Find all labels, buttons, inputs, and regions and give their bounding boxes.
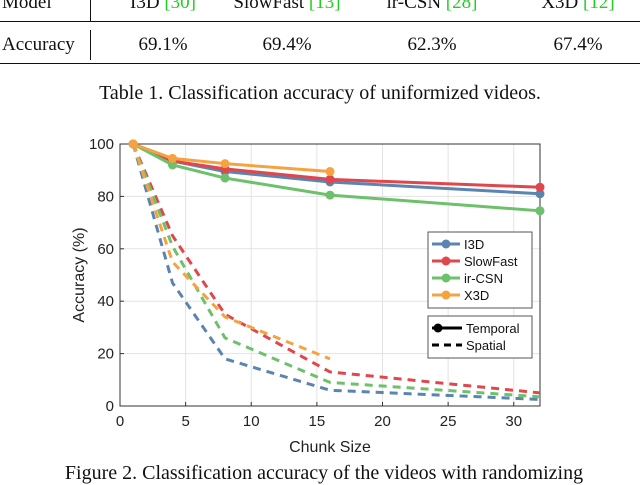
y-tick-label: 0 bbox=[106, 398, 114, 415]
header-model: X3D [12] bbox=[520, 0, 636, 18]
legend-entry: ir-CSN bbox=[464, 271, 503, 286]
data-point-slowfast bbox=[325, 174, 335, 184]
citation-link[interactable]: [12] bbox=[583, 0, 615, 13]
data-point-ir-csn bbox=[220, 173, 230, 183]
x-tick-label: 15 bbox=[309, 413, 326, 430]
header-model: I3D [30] bbox=[108, 0, 218, 18]
data-point-ir-csn bbox=[325, 190, 335, 200]
chart-svg: 0 5 10 15 20 25 30 0 20 40 60 80 100 Chunk Size Accura… bbox=[71, 136, 545, 456]
data-point-ir-csn bbox=[535, 206, 545, 216]
series-line-slowfast-spatial bbox=[131, 143, 541, 395]
citation-link[interactable]: [13] bbox=[308, 0, 341, 13]
series-line-ir-csn-spatial bbox=[131, 143, 541, 399]
x-tick-label: 5 bbox=[181, 413, 189, 430]
model-name: I3D bbox=[130, 0, 160, 13]
y-axis-label: Accuracy (%) bbox=[71, 227, 88, 322]
data-point-slowfast bbox=[535, 182, 545, 192]
header-model: SlowFast [13] bbox=[222, 0, 352, 18]
model-name: SlowFast bbox=[233, 0, 305, 13]
legend-entry: X3D bbox=[464, 288, 489, 303]
table-header-row: Model I3D [30] SlowFast [13] ir-CSN [28]… bbox=[0, 0, 640, 18]
y-tick-label: 40 bbox=[97, 293, 114, 310]
legend-swatch-marker bbox=[441, 273, 451, 283]
data-point-x3d bbox=[168, 153, 177, 163]
series-line-x3d-spatial bbox=[131, 143, 331, 361]
table-cell: 69.4% bbox=[262, 34, 312, 55]
data-point-x3d bbox=[325, 167, 335, 177]
model-name: ir-CSN bbox=[386, 0, 442, 13]
row-label: Accuracy bbox=[2, 34, 75, 55]
legend-swatch-marker bbox=[441, 256, 451, 266]
x-tick-label: 20 bbox=[374, 413, 391, 430]
y-tick-label: 20 bbox=[97, 346, 114, 363]
legend-entry: I3D bbox=[464, 237, 484, 252]
x-tick-label: 30 bbox=[505, 413, 522, 430]
table-1: Model I3D [30] SlowFast [13] ir-CSN [28]… bbox=[0, 0, 640, 64]
table-cell: 69.1% bbox=[138, 34, 188, 55]
plot-frame bbox=[119, 143, 541, 407]
table-mid-rule bbox=[0, 21, 640, 22]
figure-caption: Figure 2. Classification accuracy of the… bbox=[64, 462, 584, 484]
legend-style-entry: Temporal bbox=[466, 321, 520, 336]
data-point-i3d bbox=[535, 189, 545, 199]
model-name: X3D bbox=[541, 0, 579, 13]
table-column-divider bbox=[90, 0, 91, 21]
citation-link[interactable]: [30] bbox=[164, 0, 196, 13]
data-point-x3d bbox=[128, 139, 138, 149]
x-tick-label: 10 bbox=[243, 413, 260, 430]
table-cell: 62.3% bbox=[407, 34, 457, 55]
series-line-x3d-temporal bbox=[132, 142, 331, 174]
legend-style-entry: Spatial bbox=[466, 338, 506, 353]
x-tick-label: 0 bbox=[116, 413, 124, 430]
header-model: ir-CSN [28] bbox=[372, 0, 492, 18]
y-tick-label: 60 bbox=[97, 241, 114, 258]
y-tick-label: 80 bbox=[97, 188, 114, 205]
data-point-x3d bbox=[220, 159, 230, 169]
table-bottom-rule bbox=[0, 63, 640, 64]
x-tick-label: 25 bbox=[440, 413, 457, 430]
legend-swatch-marker bbox=[441, 239, 451, 249]
table-caption: Table 1. Classification accuracy of unif… bbox=[99, 82, 541, 104]
citation-link[interactable]: [28] bbox=[445, 0, 478, 13]
data-point-ir-csn bbox=[168, 160, 177, 170]
x-axis-label: Chunk Size bbox=[289, 439, 371, 456]
series-line-slowfast-temporal bbox=[132, 142, 541, 189]
series-line-ir-csn-temporal bbox=[132, 142, 541, 213]
legend-styles-box bbox=[427, 315, 533, 359]
header-label: Model bbox=[2, 0, 52, 13]
table-column-divider bbox=[90, 30, 91, 60]
legend-entry: SlowFast bbox=[464, 254, 518, 269]
legend-style-marker bbox=[433, 323, 443, 333]
table-cell: 67.4% bbox=[553, 34, 603, 55]
line-chart: 0 5 10 15 20 25 30 0 20 40 60 80 100 Chunk Size Accura… bbox=[60, 128, 550, 458]
legend-swatch-marker bbox=[441, 290, 451, 300]
y-tick-label: 100 bbox=[89, 136, 114, 153]
table-row: Accuracy 69.1% 69.4% 62.3% 67.4% bbox=[0, 30, 640, 60]
